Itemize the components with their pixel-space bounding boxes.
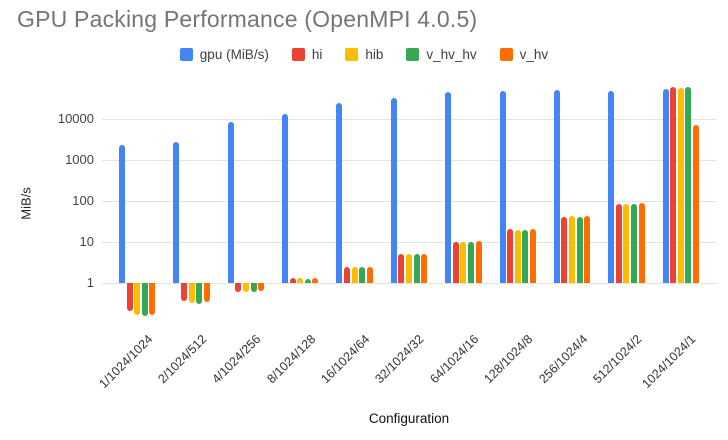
bar — [366, 267, 373, 283]
legend-item: v_hv — [499, 46, 549, 62]
bar — [507, 228, 514, 283]
bar — [398, 254, 405, 283]
legend-item: hib — [345, 47, 383, 62]
legend-swatch-icon — [345, 47, 359, 61]
bar — [522, 229, 529, 283]
bar — [561, 216, 568, 283]
bar — [421, 254, 428, 283]
bar — [359, 267, 366, 283]
bar — [475, 241, 482, 283]
y-tick-label: 10000 — [57, 111, 94, 126]
bar — [445, 92, 452, 283]
legend-swatch-icon — [406, 47, 420, 61]
bar — [685, 86, 692, 283]
x-tick-label: 128/1024/8 — [481, 332, 536, 387]
gridline — [102, 201, 716, 202]
x-tick-label: 1024/1024/1 — [639, 332, 699, 392]
gridline — [102, 160, 716, 161]
x-tick-label: 2/1024/512 — [155, 332, 210, 387]
bar — [242, 283, 249, 293]
x-tick-label: 8/1024/128 — [264, 332, 319, 387]
gridline — [102, 119, 716, 120]
bar — [304, 279, 311, 283]
legend-swatch-icon — [291, 47, 305, 61]
x-tick-label: 1/1024/1024 — [96, 332, 156, 392]
bar — [188, 283, 195, 303]
bar — [514, 229, 521, 283]
bar — [615, 204, 622, 283]
bar — [134, 283, 141, 315]
bar — [227, 122, 234, 283]
bar — [693, 125, 700, 283]
bar — [608, 91, 615, 283]
x-axis-title: Configuration — [368, 411, 450, 426]
bar — [312, 278, 319, 283]
legend-item: gpu (MiB/s) — [179, 46, 269, 62]
x-tick-label: 256/1024/4 — [535, 332, 590, 387]
bar — [576, 217, 583, 283]
y-tick-label: 100 — [72, 193, 94, 208]
legend-label: v_hv — [519, 46, 549, 62]
bar — [289, 278, 296, 283]
bar — [553, 89, 560, 283]
bar — [196, 283, 203, 304]
bar — [529, 228, 536, 283]
y-tick-label: 1000 — [65, 152, 94, 167]
y-tick-label: 10 — [79, 234, 94, 249]
legend-label: hib — [365, 46, 384, 62]
bar — [662, 88, 669, 283]
gridline — [102, 242, 716, 243]
bar — [452, 242, 459, 283]
bar — [118, 145, 125, 283]
bar — [499, 91, 506, 283]
bar — [344, 267, 351, 283]
gridline — [102, 283, 716, 284]
legend-item: v_hv_hv — [406, 46, 477, 62]
bar — [677, 88, 684, 283]
bar — [584, 216, 591, 283]
legend-label: hi — [311, 46, 323, 62]
bar — [203, 283, 210, 303]
bar — [460, 242, 467, 283]
bar — [126, 283, 133, 311]
x-tick-label: 64/1024/16 — [427, 332, 482, 387]
bar — [413, 254, 420, 283]
bar — [631, 204, 638, 283]
x-tick-label: 4/1024/256 — [209, 332, 264, 387]
x-tick-label: 32/1024/32 — [372, 332, 427, 387]
bar — [258, 283, 265, 291]
x-tick-label: 512/1024/2 — [590, 332, 645, 387]
bar — [638, 203, 645, 283]
bar — [670, 87, 677, 283]
bar — [180, 283, 187, 302]
bar — [141, 283, 148, 316]
x-tick-label: 16/1024/64 — [318, 332, 373, 387]
legend-swatch-icon — [499, 47, 513, 61]
bar — [390, 98, 397, 283]
bar — [569, 216, 576, 283]
legend-label: gpu (MiB/s) — [199, 46, 269, 62]
bar — [173, 142, 180, 283]
y-tick-label: 1 — [86, 275, 94, 290]
legend-label: v_hv_hv — [426, 46, 477, 62]
bar — [297, 278, 304, 283]
bar — [623, 204, 630, 283]
y-axis-title: MiB/s — [18, 187, 34, 220]
bar — [467, 242, 474, 283]
chart-title: GPU Packing Performance (OpenMPI 4.0.5) — [17, 6, 478, 32]
bar — [351, 267, 358, 283]
bar — [149, 283, 156, 315]
legend-swatch-icon — [179, 47, 193, 61]
legend-item: hi — [291, 46, 323, 62]
bar — [235, 283, 242, 292]
bar — [336, 103, 343, 283]
bar — [406, 254, 412, 283]
legend: gpu (MiB/s) hi hib v_hv_hv v_hv — [0, 44, 728, 64]
bar — [250, 283, 257, 292]
bar — [282, 114, 289, 283]
